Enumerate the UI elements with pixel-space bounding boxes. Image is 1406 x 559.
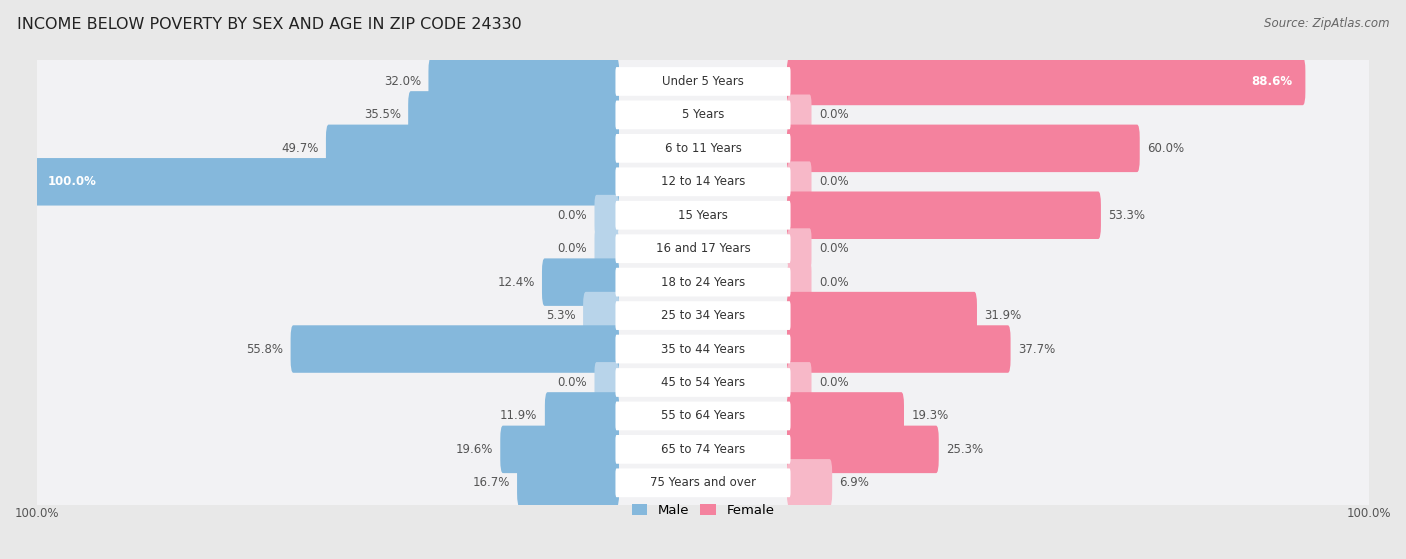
FancyBboxPatch shape: [616, 67, 790, 96]
FancyBboxPatch shape: [787, 94, 811, 135]
Text: 12.4%: 12.4%: [498, 276, 534, 288]
Text: 31.9%: 31.9%: [984, 309, 1022, 322]
FancyBboxPatch shape: [616, 134, 790, 163]
FancyBboxPatch shape: [35, 324, 1371, 374]
FancyBboxPatch shape: [616, 101, 790, 129]
Text: 55 to 64 Years: 55 to 64 Years: [661, 409, 745, 423]
Text: 6 to 11 Years: 6 to 11 Years: [665, 142, 741, 155]
Text: 5 Years: 5 Years: [682, 108, 724, 121]
FancyBboxPatch shape: [595, 195, 619, 236]
Legend: Male, Female: Male, Female: [626, 499, 780, 523]
FancyBboxPatch shape: [35, 191, 1371, 240]
FancyBboxPatch shape: [616, 167, 790, 196]
Text: 65 to 74 Years: 65 to 74 Years: [661, 443, 745, 456]
FancyBboxPatch shape: [787, 228, 811, 269]
FancyBboxPatch shape: [35, 158, 619, 206]
Text: 35 to 44 Years: 35 to 44 Years: [661, 343, 745, 356]
FancyBboxPatch shape: [35, 257, 1371, 307]
Text: 19.6%: 19.6%: [456, 443, 494, 456]
Text: 55.8%: 55.8%: [246, 343, 283, 356]
Text: INCOME BELOW POVERTY BY SEX AND AGE IN ZIP CODE 24330: INCOME BELOW POVERTY BY SEX AND AGE IN Z…: [17, 17, 522, 32]
Text: 75 Years and over: 75 Years and over: [650, 476, 756, 489]
FancyBboxPatch shape: [787, 192, 1101, 239]
Text: 49.7%: 49.7%: [281, 142, 319, 155]
Text: 18 to 24 Years: 18 to 24 Years: [661, 276, 745, 288]
FancyBboxPatch shape: [787, 425, 939, 473]
FancyBboxPatch shape: [616, 368, 790, 397]
Text: 0.0%: 0.0%: [557, 242, 586, 255]
FancyBboxPatch shape: [787, 459, 832, 506]
Text: 0.0%: 0.0%: [820, 376, 849, 389]
FancyBboxPatch shape: [429, 58, 619, 105]
Text: 6.9%: 6.9%: [839, 476, 869, 489]
FancyBboxPatch shape: [787, 325, 1011, 373]
FancyBboxPatch shape: [35, 90, 1371, 140]
FancyBboxPatch shape: [501, 425, 619, 473]
FancyBboxPatch shape: [616, 335, 790, 363]
FancyBboxPatch shape: [35, 157, 1371, 207]
Text: 15 Years: 15 Years: [678, 209, 728, 222]
Text: 12 to 14 Years: 12 to 14 Years: [661, 176, 745, 188]
Text: 0.0%: 0.0%: [820, 176, 849, 188]
FancyBboxPatch shape: [787, 125, 1140, 172]
Text: 19.3%: 19.3%: [911, 409, 949, 423]
Text: 11.9%: 11.9%: [501, 409, 537, 423]
Text: 0.0%: 0.0%: [557, 209, 586, 222]
Text: 25 to 34 Years: 25 to 34 Years: [661, 309, 745, 322]
FancyBboxPatch shape: [408, 91, 619, 139]
FancyBboxPatch shape: [787, 58, 1305, 105]
FancyBboxPatch shape: [595, 362, 619, 403]
FancyBboxPatch shape: [517, 459, 619, 506]
FancyBboxPatch shape: [595, 228, 619, 269]
Text: 88.6%: 88.6%: [1251, 75, 1292, 88]
FancyBboxPatch shape: [787, 262, 811, 302]
FancyBboxPatch shape: [616, 435, 790, 464]
Text: 25.3%: 25.3%: [946, 443, 983, 456]
FancyBboxPatch shape: [787, 162, 811, 202]
FancyBboxPatch shape: [35, 391, 1371, 440]
FancyBboxPatch shape: [583, 292, 619, 339]
Text: 60.0%: 60.0%: [1147, 142, 1184, 155]
FancyBboxPatch shape: [546, 392, 619, 440]
Text: 53.3%: 53.3%: [1108, 209, 1146, 222]
FancyBboxPatch shape: [787, 392, 904, 440]
FancyBboxPatch shape: [787, 362, 811, 403]
Text: 37.7%: 37.7%: [1018, 343, 1054, 356]
Text: 100.0%: 100.0%: [48, 176, 96, 188]
FancyBboxPatch shape: [616, 201, 790, 230]
FancyBboxPatch shape: [291, 325, 619, 373]
FancyBboxPatch shape: [35, 224, 1371, 273]
Text: 35.5%: 35.5%: [364, 108, 401, 121]
FancyBboxPatch shape: [35, 56, 1371, 106]
FancyBboxPatch shape: [35, 358, 1371, 408]
Text: 0.0%: 0.0%: [557, 376, 586, 389]
Text: 32.0%: 32.0%: [384, 75, 422, 88]
Text: Under 5 Years: Under 5 Years: [662, 75, 744, 88]
FancyBboxPatch shape: [35, 291, 1371, 340]
Text: Source: ZipAtlas.com: Source: ZipAtlas.com: [1264, 17, 1389, 30]
FancyBboxPatch shape: [326, 125, 619, 172]
Text: 16 and 17 Years: 16 and 17 Years: [655, 242, 751, 255]
FancyBboxPatch shape: [541, 258, 619, 306]
FancyBboxPatch shape: [616, 301, 790, 330]
Text: 0.0%: 0.0%: [820, 108, 849, 121]
Text: 45 to 54 Years: 45 to 54 Years: [661, 376, 745, 389]
FancyBboxPatch shape: [616, 234, 790, 263]
FancyBboxPatch shape: [616, 468, 790, 497]
Text: 16.7%: 16.7%: [472, 476, 510, 489]
Text: 0.0%: 0.0%: [820, 276, 849, 288]
FancyBboxPatch shape: [616, 401, 790, 430]
Text: 5.3%: 5.3%: [546, 309, 576, 322]
FancyBboxPatch shape: [787, 292, 977, 339]
FancyBboxPatch shape: [35, 124, 1371, 173]
FancyBboxPatch shape: [35, 458, 1371, 508]
Text: 0.0%: 0.0%: [820, 242, 849, 255]
FancyBboxPatch shape: [616, 268, 790, 296]
FancyBboxPatch shape: [35, 425, 1371, 474]
